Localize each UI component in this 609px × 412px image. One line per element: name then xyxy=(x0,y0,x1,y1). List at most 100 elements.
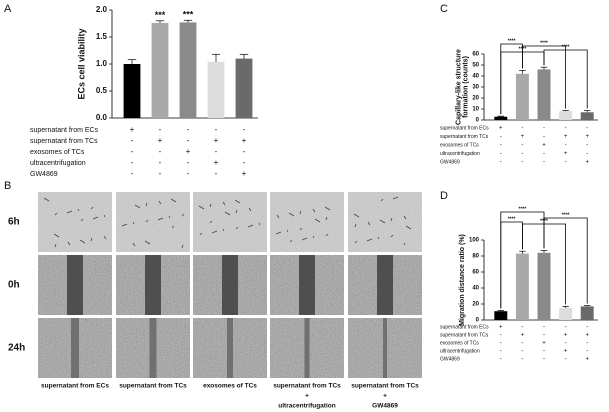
cell xyxy=(324,206,331,211)
y-tick-label: 0 xyxy=(476,118,480,124)
y-tick-label: 1.5 xyxy=(96,32,108,41)
cell xyxy=(132,221,135,225)
condition-sign: - xyxy=(565,143,567,149)
condition-sign: - xyxy=(543,134,545,140)
micrograph xyxy=(270,192,344,252)
cell xyxy=(403,215,407,220)
value-annotation: *** xyxy=(155,10,166,20)
cell xyxy=(234,199,241,204)
cell xyxy=(286,229,289,233)
micrograph xyxy=(38,318,112,378)
cell xyxy=(312,235,315,239)
condition-label: GW4869 xyxy=(440,159,460,165)
bar xyxy=(123,64,141,118)
condition-sign: - xyxy=(131,158,134,167)
condition-sign: - xyxy=(521,349,523,355)
y-tick-label: 10 xyxy=(472,107,479,113)
bar xyxy=(580,306,594,320)
condition-sign: - xyxy=(521,143,523,149)
y-tick-label: 80 xyxy=(472,254,479,260)
column-label: supernatant from TCs xyxy=(351,383,419,390)
panel-letter: B xyxy=(4,180,11,192)
scratch-gap xyxy=(71,318,79,378)
micrograph xyxy=(348,318,422,378)
cell xyxy=(312,208,316,213)
micrograph xyxy=(38,192,112,252)
y-tick-label: 1.0 xyxy=(96,59,108,68)
y-axis-label: Capillary-like structure xyxy=(455,49,462,125)
condition-sign: - xyxy=(586,341,588,347)
cell xyxy=(367,221,371,226)
error-bar xyxy=(540,66,548,70)
cell xyxy=(405,225,412,230)
condition-sign: - xyxy=(131,169,134,178)
condition-label: exosomes of TCs xyxy=(30,149,85,156)
bar xyxy=(494,311,508,320)
condition-sign: + xyxy=(130,125,135,134)
error-bar xyxy=(183,19,193,23)
condition-sign: - xyxy=(243,158,246,167)
column-label: supernatant from ECs xyxy=(41,383,109,390)
condition-sign: - xyxy=(586,143,588,149)
condition-sign: + xyxy=(542,341,546,347)
y-axis-label: ECs cell viability xyxy=(76,28,86,99)
cell xyxy=(353,213,360,218)
condition-sign: - xyxy=(159,147,162,156)
error-bar xyxy=(211,53,221,62)
scratch-gap xyxy=(227,318,233,378)
cell xyxy=(258,222,261,226)
panel-letter: D xyxy=(440,190,448,202)
cell xyxy=(53,233,60,238)
cell xyxy=(299,210,302,215)
cell xyxy=(235,209,238,214)
condition-sign: + xyxy=(564,134,568,140)
condition-sign: + xyxy=(521,333,525,339)
bar xyxy=(179,22,197,119)
condition-sign: - xyxy=(131,147,134,156)
micrograph xyxy=(193,318,267,378)
cell xyxy=(222,228,225,232)
y-tick-label: 2.0 xyxy=(96,5,108,14)
condition-sign: - xyxy=(159,158,162,167)
row-label: 0h xyxy=(8,280,20,291)
condition-sign: - xyxy=(500,341,502,347)
scratch-gap xyxy=(377,255,393,315)
cell xyxy=(275,231,282,235)
micrograph xyxy=(193,192,267,252)
condition-sign: - xyxy=(521,341,523,347)
bar xyxy=(151,22,169,118)
cell xyxy=(199,232,203,236)
condition-sign: - xyxy=(243,147,246,156)
scratch-gap xyxy=(222,255,238,315)
error-bar xyxy=(562,110,569,112)
condition-sign: - xyxy=(500,349,502,355)
condition-sign: - xyxy=(500,333,502,339)
condition-sign: - xyxy=(215,125,218,134)
condition-sign: - xyxy=(215,169,218,178)
image-texture xyxy=(193,192,267,252)
cell xyxy=(392,196,399,200)
condition-sign: - xyxy=(543,151,545,157)
column-label: GW4869 xyxy=(372,403,398,410)
condition-sign: - xyxy=(543,333,545,339)
condition-sign: - xyxy=(543,325,545,331)
condition-label: ultracentrifugation xyxy=(440,348,480,354)
condition-sign: - xyxy=(243,125,246,134)
cell xyxy=(67,241,71,246)
condition-sign: - xyxy=(565,126,567,132)
error-bar xyxy=(583,110,591,113)
micrograph xyxy=(116,318,190,378)
cell xyxy=(379,219,386,224)
cell xyxy=(325,233,329,237)
cell xyxy=(198,205,205,210)
condition-label: GW4869 xyxy=(30,171,58,178)
cell xyxy=(144,240,151,245)
condition-sign: - xyxy=(565,325,567,331)
cell xyxy=(134,204,141,209)
condition-sign: - xyxy=(500,357,502,363)
cell xyxy=(181,213,185,217)
condition-sign: - xyxy=(565,160,567,166)
cell xyxy=(168,215,171,219)
condition-sign: + xyxy=(564,349,568,355)
cell xyxy=(222,201,226,206)
